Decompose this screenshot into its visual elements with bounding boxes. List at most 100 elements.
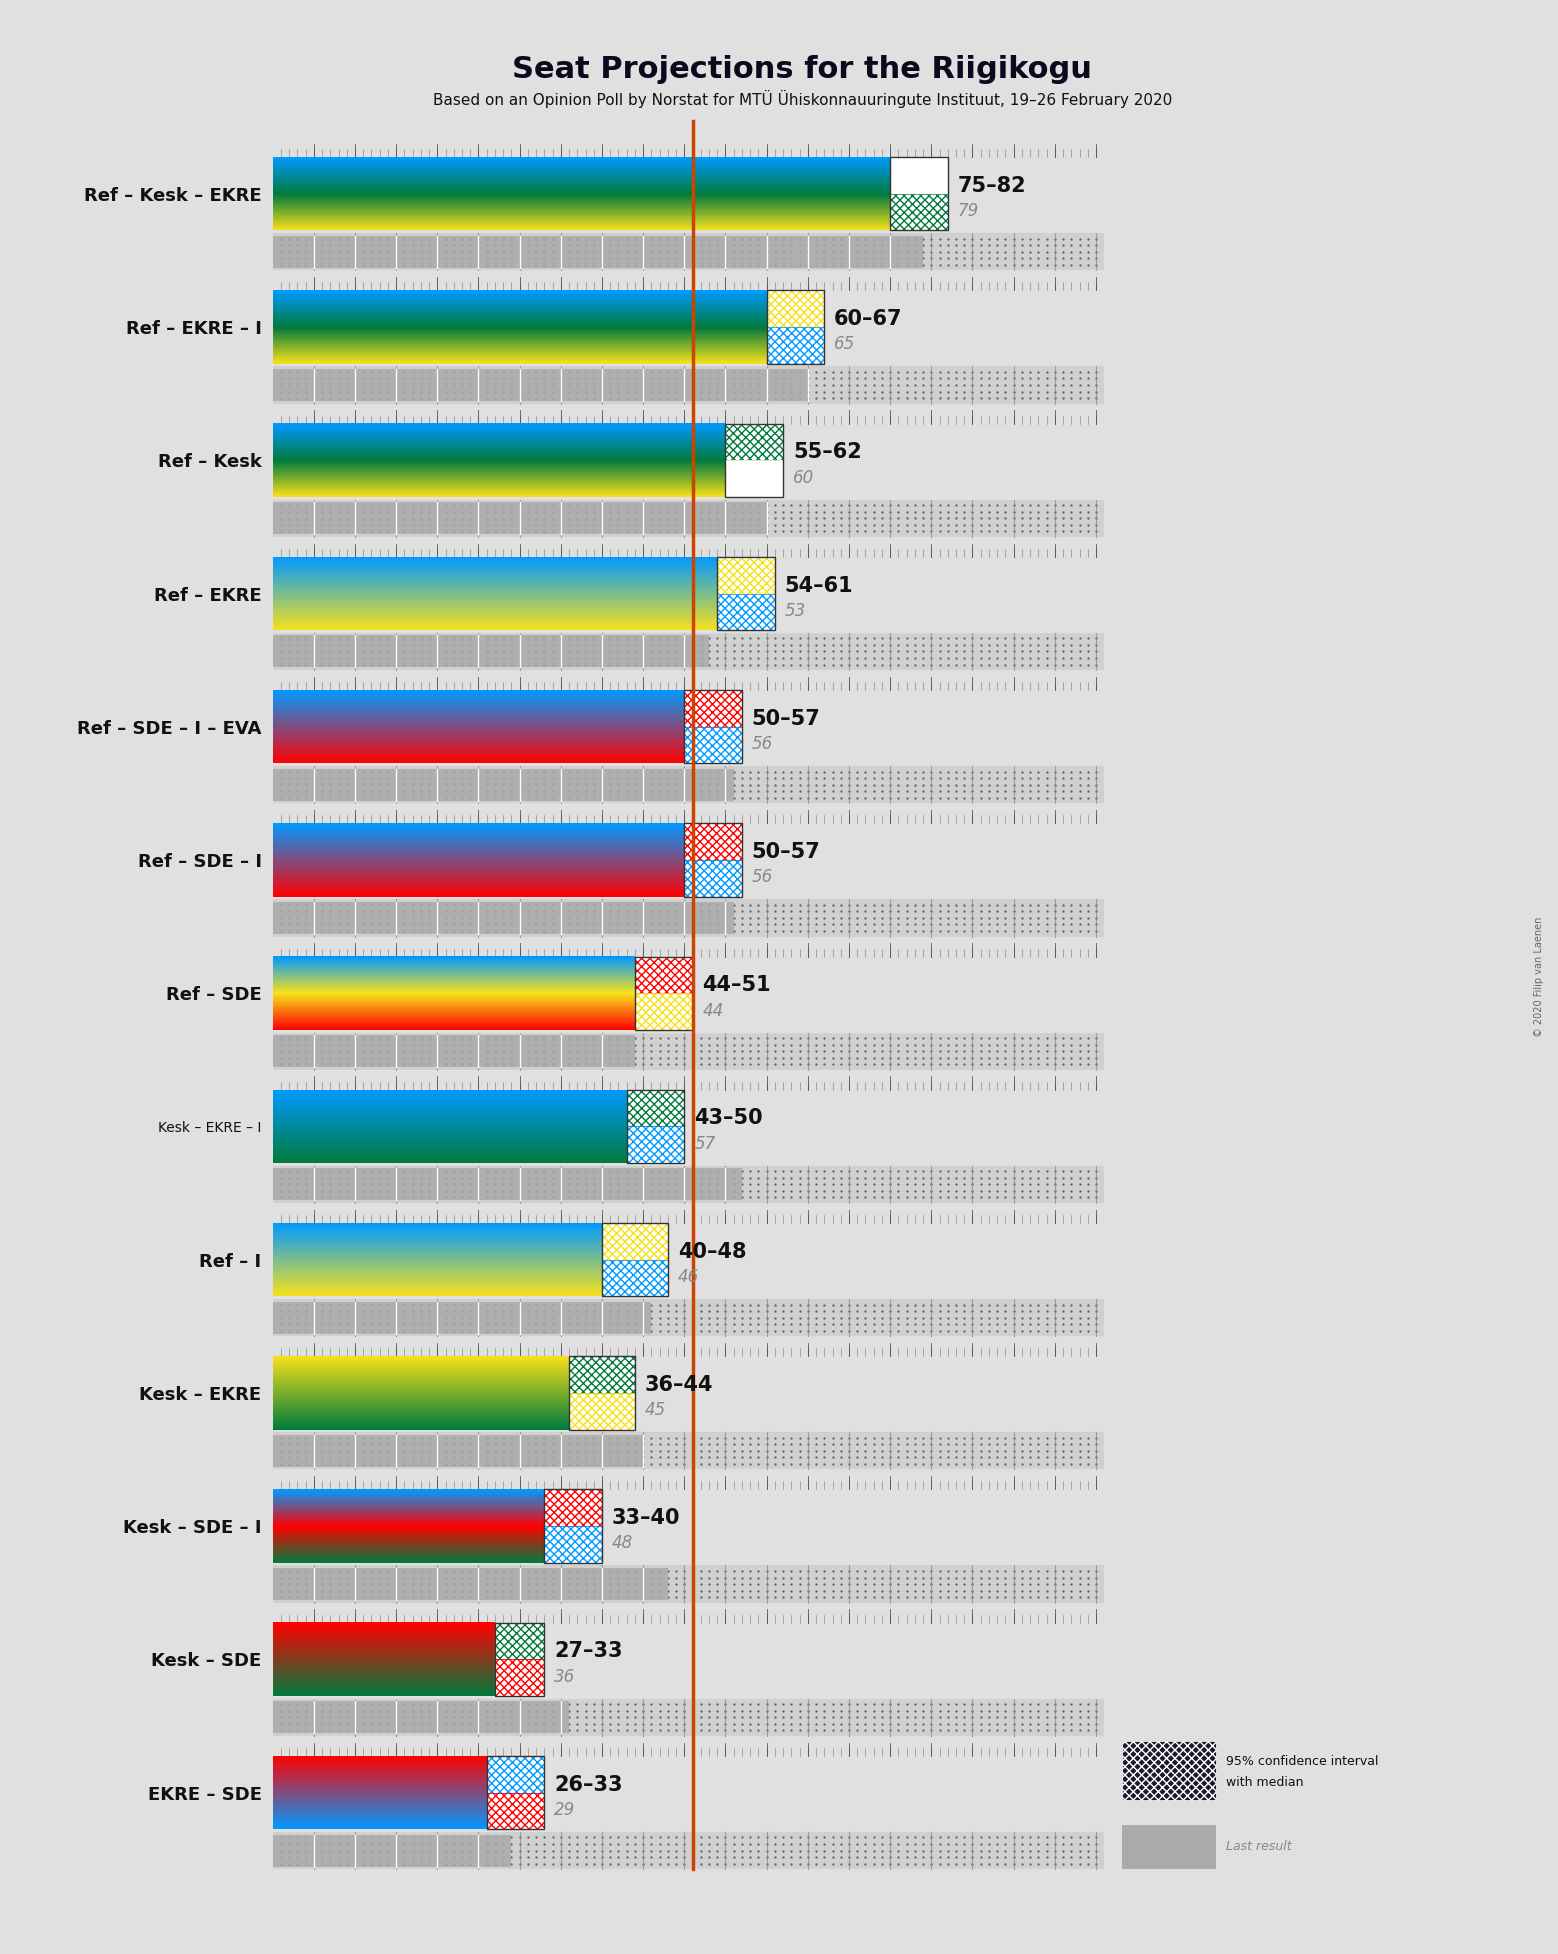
Bar [544, 1526, 601, 1563]
Bar [767, 326, 824, 363]
Text: 50–57: 50–57 [753, 709, 821, 729]
Text: 53: 53 [785, 602, 805, 619]
Text: 60–67: 60–67 [834, 309, 902, 328]
Bar [273, 277, 1105, 291]
Text: 29: 29 [555, 1802, 575, 1819]
Text: 56: 56 [753, 868, 773, 887]
Bar [273, 1432, 1105, 1469]
Text: 60: 60 [793, 469, 815, 487]
Bar [273, 1210, 1105, 1223]
Bar [273, 1299, 1105, 1337]
Bar [486, 1757, 544, 1829]
Bar [273, 1167, 1105, 1204]
Bar [890, 156, 947, 231]
Bar [486, 1757, 544, 1829]
Text: 36: 36 [555, 1667, 575, 1686]
Text: 54–61: 54–61 [785, 576, 854, 596]
Bar [636, 993, 693, 1030]
Text: 43–50: 43–50 [695, 1108, 763, 1129]
Bar [890, 156, 947, 193]
Bar [601, 1260, 668, 1296]
Bar [273, 233, 1105, 270]
Text: 33–40: 33–40 [612, 1508, 681, 1528]
Text: 75–82: 75–82 [958, 176, 1027, 195]
Bar [273, 1475, 1105, 1489]
Text: 44–51: 44–51 [703, 975, 771, 995]
Text: 79: 79 [958, 201, 978, 221]
Text: Based on an Opinion Poll by Norstat for MTÜ Ühiskonnauuringute Instituut, 19–26 : Based on an Opinion Poll by Norstat for … [433, 90, 1172, 107]
Bar [273, 944, 1105, 957]
Bar [273, 145, 1105, 156]
Bar [273, 1036, 636, 1067]
Bar [273, 811, 1105, 823]
Text: Last result: Last result [1226, 1841, 1292, 1852]
Bar [726, 424, 784, 461]
Text: 65: 65 [834, 336, 855, 354]
Text: 50–57: 50–57 [753, 842, 821, 862]
Bar [717, 557, 774, 594]
Bar [569, 1356, 636, 1393]
Bar [544, 1489, 601, 1526]
Text: with median: with median [1226, 1776, 1304, 1788]
Bar [569, 1393, 636, 1430]
Bar [601, 1223, 668, 1296]
Bar [273, 1698, 1105, 1735]
Text: 95% confidence interval: 95% confidence interval [1226, 1755, 1379, 1768]
Bar [767, 291, 824, 363]
Text: 57: 57 [695, 1135, 715, 1153]
Bar [273, 633, 1105, 670]
Bar [273, 1168, 742, 1200]
Bar [495, 1622, 544, 1659]
Bar [273, 1434, 643, 1467]
Bar [569, 1356, 636, 1430]
Bar [273, 236, 922, 268]
Bar [544, 1489, 601, 1563]
Bar [717, 594, 774, 631]
Bar [684, 690, 742, 764]
Bar [273, 1077, 1105, 1090]
Bar [273, 635, 709, 668]
Bar [273, 1565, 1105, 1602]
Text: 40–48: 40–48 [678, 1241, 746, 1262]
Text: 26–33: 26–33 [555, 1774, 623, 1794]
Bar [636, 957, 693, 993]
Text: 36–44: 36–44 [645, 1376, 714, 1395]
Text: 56: 56 [753, 735, 773, 752]
Bar [273, 1301, 651, 1333]
Bar [684, 690, 742, 727]
Bar [626, 1126, 684, 1163]
Bar [1122, 1825, 1217, 1868]
Bar [684, 690, 742, 764]
Bar [726, 461, 784, 496]
Bar [767, 291, 824, 326]
Bar [486, 1792, 544, 1829]
Bar [601, 1223, 668, 1260]
Bar [495, 1622, 544, 1696]
Bar [273, 1835, 511, 1866]
Bar [684, 727, 742, 764]
Bar [767, 291, 824, 363]
Bar [273, 500, 1105, 537]
Bar [273, 766, 1105, 803]
Bar [726, 424, 784, 496]
Bar [636, 957, 693, 1030]
Bar [273, 768, 734, 801]
Text: © 2020 Filip van Laenen: © 2020 Filip van Laenen [1535, 916, 1544, 1038]
Bar [626, 1090, 684, 1163]
Bar [495, 1659, 544, 1696]
Bar [486, 1757, 544, 1792]
Bar [273, 1342, 1105, 1356]
Text: 55–62: 55–62 [793, 442, 862, 463]
Text: 44: 44 [703, 1002, 723, 1020]
Bar [684, 860, 742, 897]
Bar [273, 1743, 1105, 1757]
Text: Seat Projections for the Riigikogu: Seat Projections for the Riigikogu [513, 55, 1092, 84]
Bar [601, 1223, 668, 1296]
Bar [544, 1489, 601, 1563]
Bar [273, 1702, 569, 1733]
Bar [273, 899, 1105, 936]
Bar [890, 156, 947, 231]
Bar [626, 1090, 684, 1126]
Bar [684, 823, 742, 897]
Bar [273, 369, 807, 401]
